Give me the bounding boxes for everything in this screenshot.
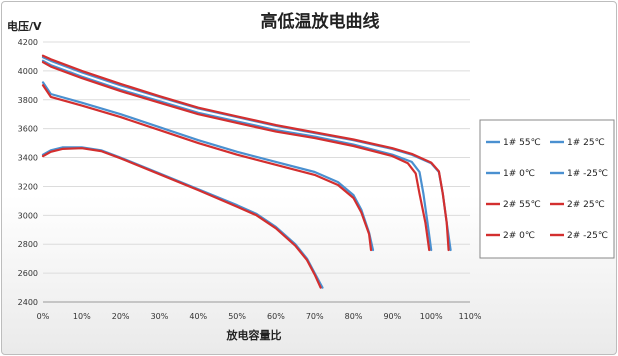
- x-tick-labels: 0% 10% 20% 30% 40% 50% 60% 70% 80% 90% 100% 110%: [37, 312, 482, 321]
- x-tick-label: 100%: [420, 312, 443, 321]
- y-tick-label: 3600: [18, 125, 38, 134]
- y-tick-label: 4000: [18, 67, 38, 76]
- series-line: [41, 146, 324, 289]
- x-tick-label: 90%: [383, 312, 401, 321]
- legend-label: 2# 25℃: [567, 200, 605, 210]
- y-tick-label: 3000: [18, 211, 38, 220]
- chart-title: 高低温放电曲线: [261, 11, 380, 32]
- legend-label: 2# 55℃: [503, 200, 541, 210]
- y-tick-label: 3800: [18, 96, 38, 105]
- legend-label: 1# 0℃: [503, 169, 535, 179]
- y-tick-label: 2400: [18, 298, 38, 307]
- y-tick-label: 3400: [18, 154, 38, 163]
- x-tick-label: 30%: [151, 312, 169, 321]
- series-line: [41, 61, 431, 252]
- y-tick-label: 3200: [18, 182, 38, 191]
- x-axis-title: 放电容量比: [226, 328, 282, 342]
- x-tick-label: 50%: [228, 312, 246, 321]
- series-line: [41, 54, 450, 252]
- x-tick-label: 0%: [37, 312, 50, 321]
- legend-box: [479, 119, 615, 259]
- x-tick-label: 60%: [267, 312, 285, 321]
- x-tick-label: 40%: [189, 312, 207, 321]
- x-tick-label: 80%: [345, 312, 363, 321]
- x-tick-label: 10%: [73, 312, 91, 321]
- legend-label: 1# 55℃: [503, 138, 541, 148]
- y-axis-title: 电压/V: [7, 19, 42, 33]
- series-layer: [41, 54, 452, 289]
- grid-layer: [43, 41, 470, 274]
- legend: 1# 55℃ 1# 25℃ 1# 0℃ 1# -25℃ 2# 55℃ 2# 25℃ 2# 0…: [479, 119, 615, 259]
- legend-label: 2# 0℃: [503, 231, 535, 241]
- x-tick-label: 20%: [112, 312, 130, 321]
- y-tick-label: 2600: [18, 269, 38, 278]
- series-line: [41, 147, 322, 289]
- series-line: [41, 81, 375, 252]
- y-tick-labels: 2400 2600 2800 3000 3200 3400 3600 3800 4000 4200: [18, 38, 38, 307]
- legend-label: 1# 25℃: [567, 138, 605, 148]
- y-tick-label: 2800: [18, 240, 38, 249]
- x-tick-label: 110%: [459, 312, 482, 321]
- series-line: [41, 84, 373, 252]
- y-tick-label: 4200: [18, 38, 38, 47]
- legend-label: 2# -25℃: [567, 231, 608, 241]
- series-line: [41, 59, 433, 252]
- x-tick-label: 70%: [306, 312, 324, 321]
- legend-label: 1# -25℃: [567, 169, 608, 179]
